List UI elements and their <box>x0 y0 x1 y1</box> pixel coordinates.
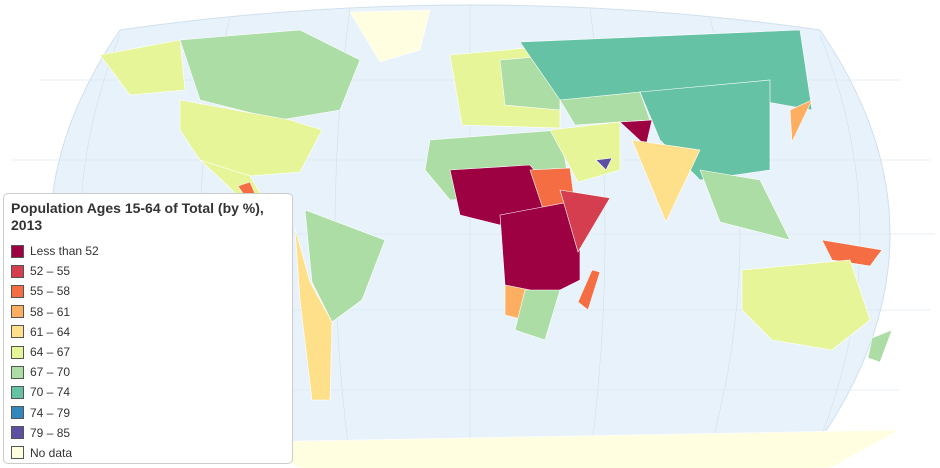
afghanistan <box>619 119 653 147</box>
papua <box>821 239 883 267</box>
legend-swatch <box>11 426 24 440</box>
legend: Population Ages 15-64 of Total (by %), 2… <box>3 193 293 464</box>
new-zealand <box>867 329 893 363</box>
legend-item: 61 – 64 <box>11 322 285 342</box>
legend-swatch <box>11 446 24 460</box>
greenland <box>349 9 431 63</box>
legend-swatch <box>11 406 24 420</box>
east-africa <box>559 189 611 253</box>
legend-swatch <box>11 305 24 319</box>
legend-item: 64 – 67 <box>11 342 285 362</box>
legend-swatch <box>11 264 24 278</box>
legend-swatch <box>11 244 24 258</box>
legend-item: 67 – 70 <box>11 362 285 382</box>
legend-label: 52 – 55 <box>30 264 71 279</box>
japan <box>789 99 813 144</box>
legend-swatch <box>11 284 24 298</box>
alaska <box>99 39 186 96</box>
canada <box>179 29 361 121</box>
middle-east <box>549 121 621 183</box>
legend-label: 58 – 61 <box>30 304 71 319</box>
legend-swatch <box>11 365 24 379</box>
legend-label: 64 – 67 <box>30 345 71 360</box>
gulf <box>595 157 613 171</box>
southern-africa <box>514 289 561 341</box>
australia <box>741 259 871 351</box>
legend-items: Less than 52 52 – 55 55 – 58 58 – 61 61 – 64… <box>11 241 285 463</box>
india <box>631 139 701 223</box>
legend-title: Population Ages 15-64 of Total (by %), 2… <box>11 200 264 233</box>
madagascar <box>577 269 601 311</box>
china <box>639 79 771 181</box>
andes <box>294 227 333 401</box>
legend-label: No data <box>30 445 73 460</box>
regions <box>99 9 901 468</box>
legend-label: 70 – 74 <box>30 385 71 400</box>
legend-label: 74 – 79 <box>30 405 71 420</box>
legend-label: Less than 52 <box>30 244 99 259</box>
legend-swatch <box>11 385 24 399</box>
legend-swatch <box>11 325 24 339</box>
brazil <box>304 209 386 323</box>
legend-item: 55 – 58 <box>11 281 285 301</box>
legend-item: 58 – 61 <box>11 302 285 322</box>
legend-item: No data <box>11 443 285 463</box>
legend-item: 74 – 79 <box>11 403 285 423</box>
legend-item: 70 – 74 <box>11 382 285 402</box>
legend-item: 79 – 85 <box>11 423 285 443</box>
legend-label: 55 – 58 <box>30 284 71 299</box>
legend-item: 52 – 55 <box>11 261 285 281</box>
usa <box>179 99 323 177</box>
legend-item: Less than 52 <box>11 241 285 261</box>
legend-swatch <box>11 345 24 359</box>
legend-label: 67 – 70 <box>30 365 71 380</box>
legend-label: 61 – 64 <box>30 324 71 339</box>
legend-label: 79 – 85 <box>30 425 71 440</box>
southeast-asia <box>699 169 791 241</box>
